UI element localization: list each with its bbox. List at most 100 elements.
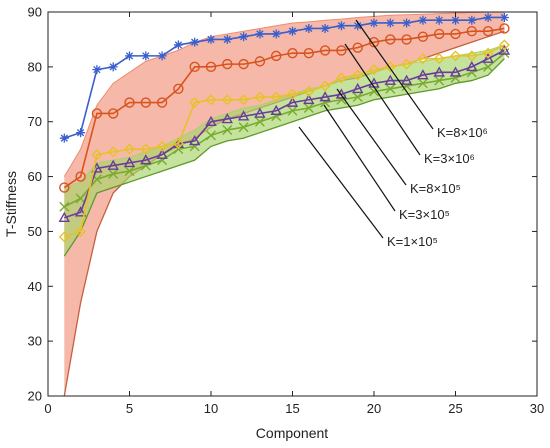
series-0-point [76,128,86,138]
uncertainty-bands [63,11,505,397]
series-1-point [238,58,249,70]
series-3-point [352,82,364,94]
series-2-point [58,231,70,243]
series-1-point [466,26,477,37]
annotation-leader-0 [355,19,434,130]
y-axis-label: T-Stiffness [3,171,19,237]
band-1-upper-edge [64,44,505,189]
series-0-point [206,34,216,44]
series-3-point [254,107,266,118]
series-3-point [107,159,119,170]
y-tick-label: 80 [28,59,42,74]
annotation-label-4: K=1×10⁵ [387,234,438,249]
series-2-point [124,143,135,155]
series-1-point [368,36,380,48]
series-4-point [483,61,494,72]
series-3-point [400,74,413,85]
series-3-point [335,88,348,99]
series-2-point [482,47,494,59]
series-0-point [434,15,444,25]
series-0-point [92,65,102,75]
series-2-point [254,91,266,103]
series-4-point [450,72,461,83]
series-0-point [304,23,314,33]
series-1-point [352,42,363,53]
series-1-point [385,34,396,45]
series-0-point [271,29,281,39]
series-2-point [107,146,119,158]
series-4-point [59,201,70,212]
annotation-label-3: K=3×10⁵ [399,207,450,222]
x-tick-label: 15 [285,401,299,416]
series-2-point [189,97,201,109]
series-4-point [417,78,428,89]
series-1-point [140,97,152,108]
series-4-point [434,75,445,86]
series-1-point [401,34,412,45]
series-1-point [156,97,168,108]
series-4-point [189,141,200,152]
series-0-point [141,51,151,61]
series-4-point [320,97,331,108]
series-0-point [369,18,379,28]
series-1-point [173,83,184,95]
series-2-point [91,149,103,161]
series-2-point [466,50,478,62]
series-0-point [385,18,395,28]
series-2-point [368,64,380,76]
series-2-point [270,91,282,103]
series-4-point [352,92,363,103]
series-4-point [369,86,379,97]
x-tick-label: 25 [448,401,462,416]
series-0-point [125,51,134,61]
series-2-point [75,225,87,237]
x-tick-label: 5 [126,401,133,416]
series-2-point [303,86,315,98]
series-4-point [336,94,347,105]
series-2-point [221,94,233,106]
series-2-line [64,44,505,238]
series-1-point [271,50,282,62]
series-1-point [499,23,510,34]
series-1-point [75,171,86,182]
series-2-point [417,53,429,65]
annotation-leader-2 [336,88,407,186]
series-3-point [140,154,152,165]
series-2-point [205,94,217,106]
series-0-point [59,133,69,143]
x-tick-label: 0 [44,401,51,416]
series-4-point [222,124,233,135]
annotation-leader-4 [298,126,384,239]
series-0-point [173,40,183,50]
series-1-point [59,182,70,193]
series-2-point [352,69,364,81]
series-0-point [402,18,412,28]
series-2-point [287,88,298,100]
series-4-point [466,67,477,78]
y-tick-label: 90 [28,5,42,20]
series-3-point [221,113,233,124]
series-3-point [466,60,478,72]
series-1-point [434,28,445,40]
series-1-point [91,108,103,119]
series-3-point [303,93,315,105]
series-3-point [498,44,511,55]
series-1-line [63,27,505,189]
annotation-label-1: K=3×10⁶ [424,151,475,166]
series-0-point [288,26,297,36]
y-tick-label: 70 [28,114,42,129]
series-0-point [336,21,346,31]
series-4-point [287,105,298,116]
series-3-point [417,69,429,80]
band-0-upper-edge [63,11,505,177]
series-0-point [467,15,477,25]
series-3-point [286,96,299,107]
series-4-point [75,193,86,204]
series-0-point [418,15,428,25]
series-2-point [335,72,347,84]
series-3-point [237,110,250,121]
series-1-point [319,45,331,56]
series-2-point [498,39,510,51]
y-tick-label: 30 [28,334,42,349]
